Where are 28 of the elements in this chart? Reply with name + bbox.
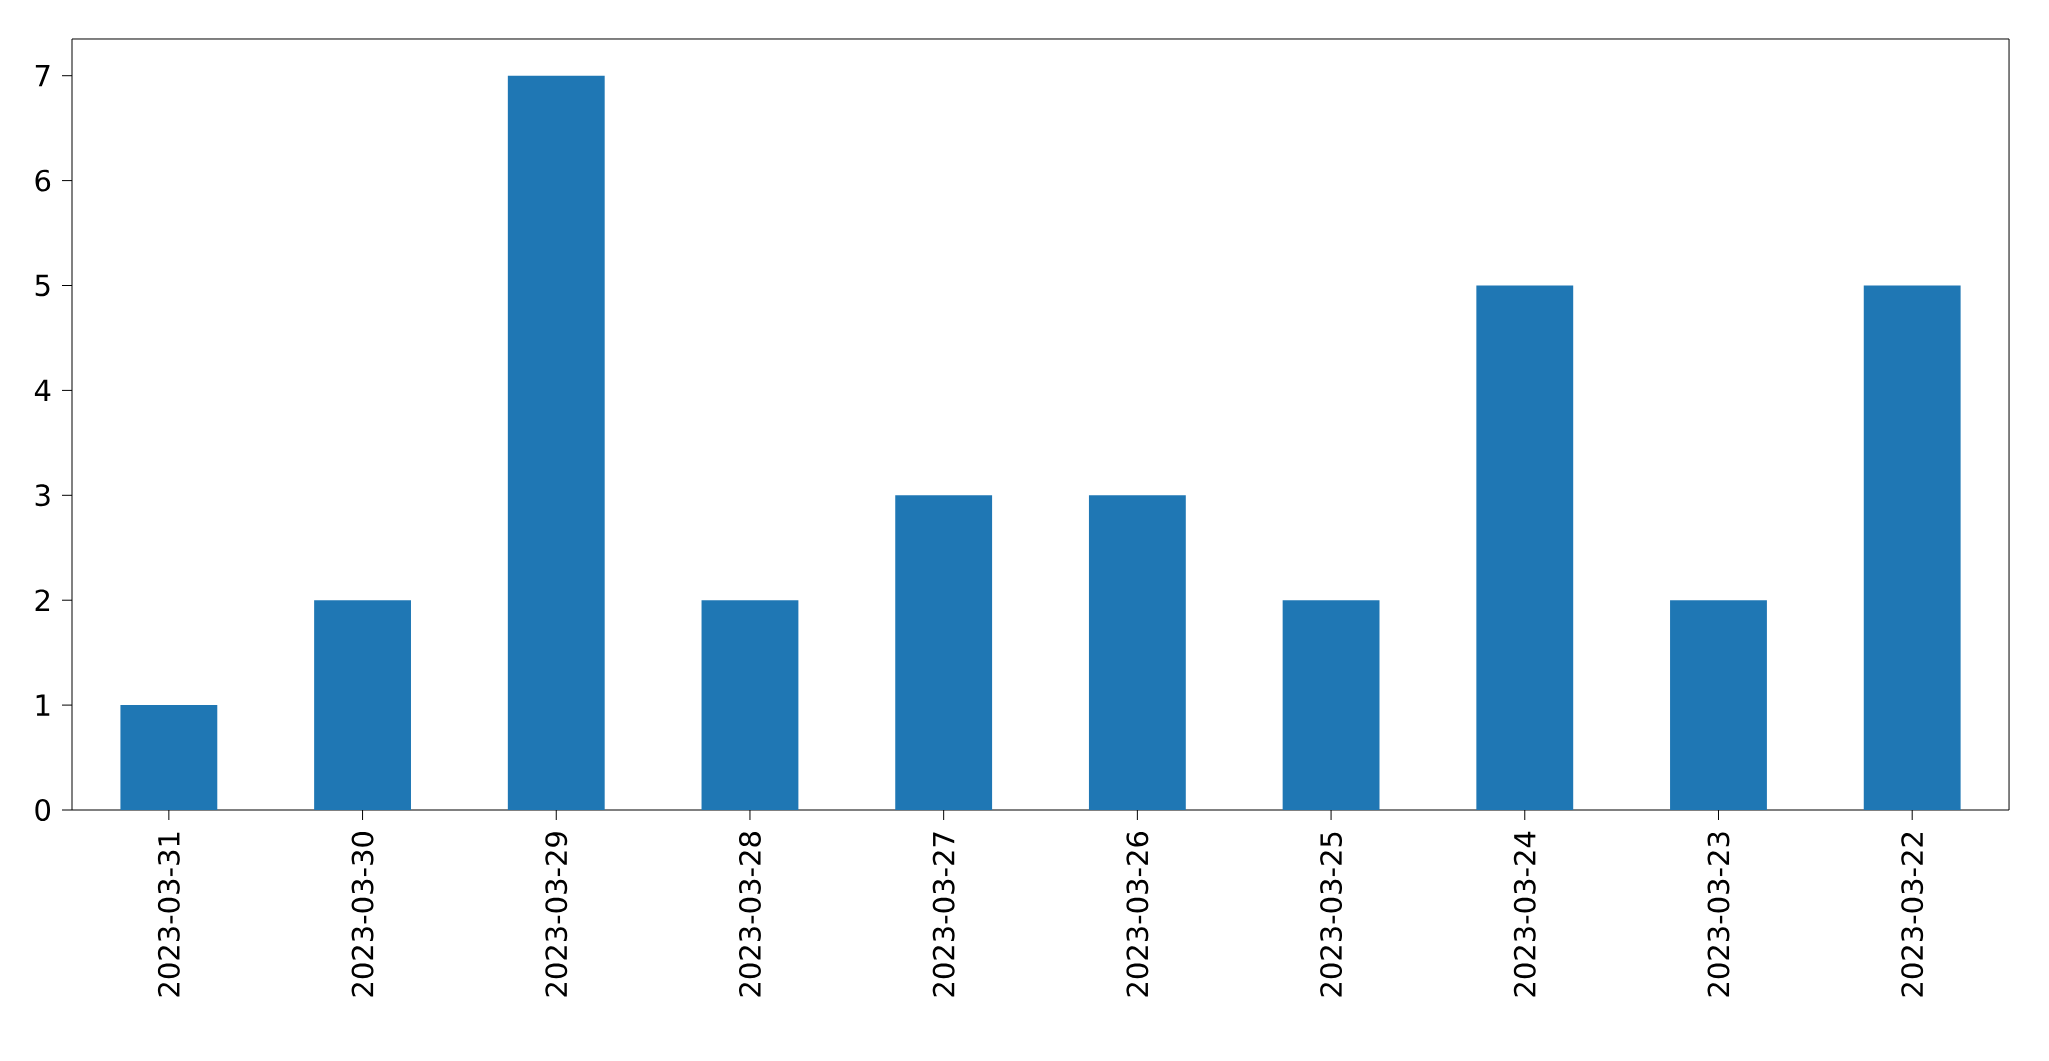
y-tick-label: 7 [35,65,50,87]
y-tick-label: 0 [35,799,51,821]
y-tick-label: 1 [36,694,50,716]
x-tick-label: 2023-03-28 [738,832,761,997]
y-tick-label: 6 [35,169,51,192]
x-tick-label: 2023-03-27 [932,832,955,997]
x-tick-label: 2023-03-24 [1513,831,1536,997]
y-tick-label: 4 [34,379,51,401]
x-tick-label: 2023-03-23 [1707,832,1730,997]
bar [507,75,605,810]
bar [120,705,218,810]
x-tick-label: 2023-03-22 [1901,832,1924,997]
bar [895,495,993,810]
bar [314,600,411,810]
bar [1476,285,1574,810]
bar [1670,600,1767,810]
x-tick-label: 2023-03-26 [1126,831,1149,997]
y-tick-label: 3 [35,484,50,507]
x-tick-label: 2023-03-31 [157,832,180,997]
bar [701,600,799,810]
x-tick-label: 2023-03-29 [545,832,568,997]
y-tick-label: 2 [35,589,50,611]
bar [1282,600,1380,810]
bar [1863,285,1961,810]
y-tick-label: 5 [35,274,50,297]
x-tick-label: 2023-03-25 [1320,832,1343,997]
x-tick-label: 2023-03-30 [351,832,374,997]
bar [1088,495,1186,810]
